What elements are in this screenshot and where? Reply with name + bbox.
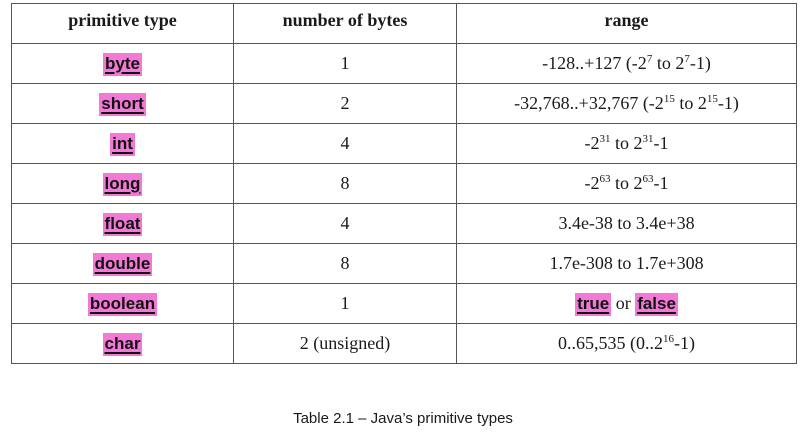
- range-exponent: 15: [663, 93, 675, 105]
- table-row-float: float 4 3.4e-38 to 3.4e+38: [11, 203, 797, 244]
- range-cell: 3.4e-38 to 3.4e+38: [456, 203, 797, 244]
- range-cell: 1.7e-308 to 1.7e+308: [456, 243, 797, 284]
- range-text: to 2: [610, 133, 643, 153]
- table-caption: Table 2.1 – Java’s primitive types: [293, 410, 513, 427]
- table-row-int: int 4 -231 to 231-1: [11, 123, 797, 164]
- type-cell: boolean: [11, 283, 234, 324]
- range-text: to 2: [652, 53, 685, 73]
- range-text: -1): [689, 53, 711, 73]
- range-exponent: 16: [663, 333, 674, 345]
- type-keyword: long: [102, 172, 143, 196]
- or-text: or: [611, 293, 636, 313]
- table-row-byte: byte 1 -128..+127 (-27 to 27-1): [11, 43, 797, 84]
- range-exponent: 7: [684, 53, 690, 65]
- range-cell: 0..65,535 (0..216-1): [456, 323, 797, 364]
- range-cell: -128..+127 (-27 to 27-1): [456, 43, 797, 84]
- range-text: to 2: [674, 93, 707, 113]
- range-cell: -32,768..+32,767 (-215 to 215-1): [456, 83, 797, 124]
- range-text: -1: [653, 173, 669, 193]
- range-text: -32,768..+32,767 (-2: [514, 93, 664, 113]
- range-cell: -263 to 263-1: [456, 163, 797, 204]
- type-keyword: char: [102, 332, 143, 356]
- type-keyword: short: [99, 92, 146, 116]
- bytes-cell: 4: [233, 123, 457, 164]
- type-cell: short: [11, 83, 234, 124]
- type-keyword: int: [110, 132, 135, 156]
- table-row-boolean: boolean 1 true or false: [11, 283, 797, 324]
- type-cell: long: [11, 163, 234, 204]
- type-keyword: float: [102, 212, 143, 236]
- false-keyword: false: [635, 293, 678, 316]
- type-cell: double: [11, 243, 234, 284]
- bytes-cell: 1: [233, 43, 457, 84]
- header-number-of-bytes: number of bytes: [233, 3, 457, 44]
- type-cell: byte: [11, 43, 234, 84]
- range-exponent: 63: [599, 173, 611, 185]
- true-keyword: true: [575, 293, 612, 316]
- range-text: -1): [717, 93, 739, 113]
- bytes-cell: 1: [233, 283, 457, 324]
- range-exponent: 31: [642, 133, 654, 145]
- table-row-long: long 8 -263 to 263-1: [11, 163, 797, 204]
- range-exponent: 31: [599, 133, 611, 145]
- table-row-short: short 2 -32,768..+32,767 (-215 to 215-1): [11, 83, 797, 124]
- range-text: -1): [674, 333, 695, 353]
- range-text: -1: [653, 133, 669, 153]
- bytes-cell: 4: [233, 203, 457, 244]
- type-keyword: double: [92, 252, 153, 276]
- range-text: to 2: [610, 173, 643, 193]
- bytes-cell: 2: [233, 83, 457, 124]
- range-cell: -231 to 231-1: [456, 123, 797, 164]
- range-exponent: 63: [642, 173, 654, 185]
- type-cell: float: [11, 203, 234, 244]
- type-keyword: byte: [103, 52, 142, 76]
- range-exponent: 15: [706, 93, 718, 105]
- header-range: range: [456, 3, 797, 44]
- range-cell: true or false: [456, 283, 797, 324]
- range-text: 0..65,535 (0..2: [558, 333, 663, 353]
- range-text: -2: [584, 173, 600, 193]
- bytes-cell: 8: [233, 163, 457, 204]
- range-text: -128..+127 (-2: [542, 53, 647, 73]
- primitive-types-table: primitive type number of bytes range byt…: [11, 3, 797, 364]
- type-keyword: boolean: [87, 292, 158, 316]
- header-primitive-type: primitive type: [11, 3, 234, 44]
- range-text: -2: [584, 133, 600, 153]
- header-row: primitive type number of bytes range: [11, 3, 797, 44]
- type-cell: char: [11, 323, 234, 364]
- type-cell: int: [11, 123, 234, 164]
- table-row-double: double 8 1.7e-308 to 1.7e+308: [11, 243, 797, 284]
- table-row-char: char 2 (unsigned) 0..65,535 (0..216-1): [11, 323, 797, 364]
- bytes-cell: 8: [233, 243, 457, 284]
- range-exponent: 7: [646, 53, 653, 65]
- bytes-cell: 2 (unsigned): [233, 323, 457, 364]
